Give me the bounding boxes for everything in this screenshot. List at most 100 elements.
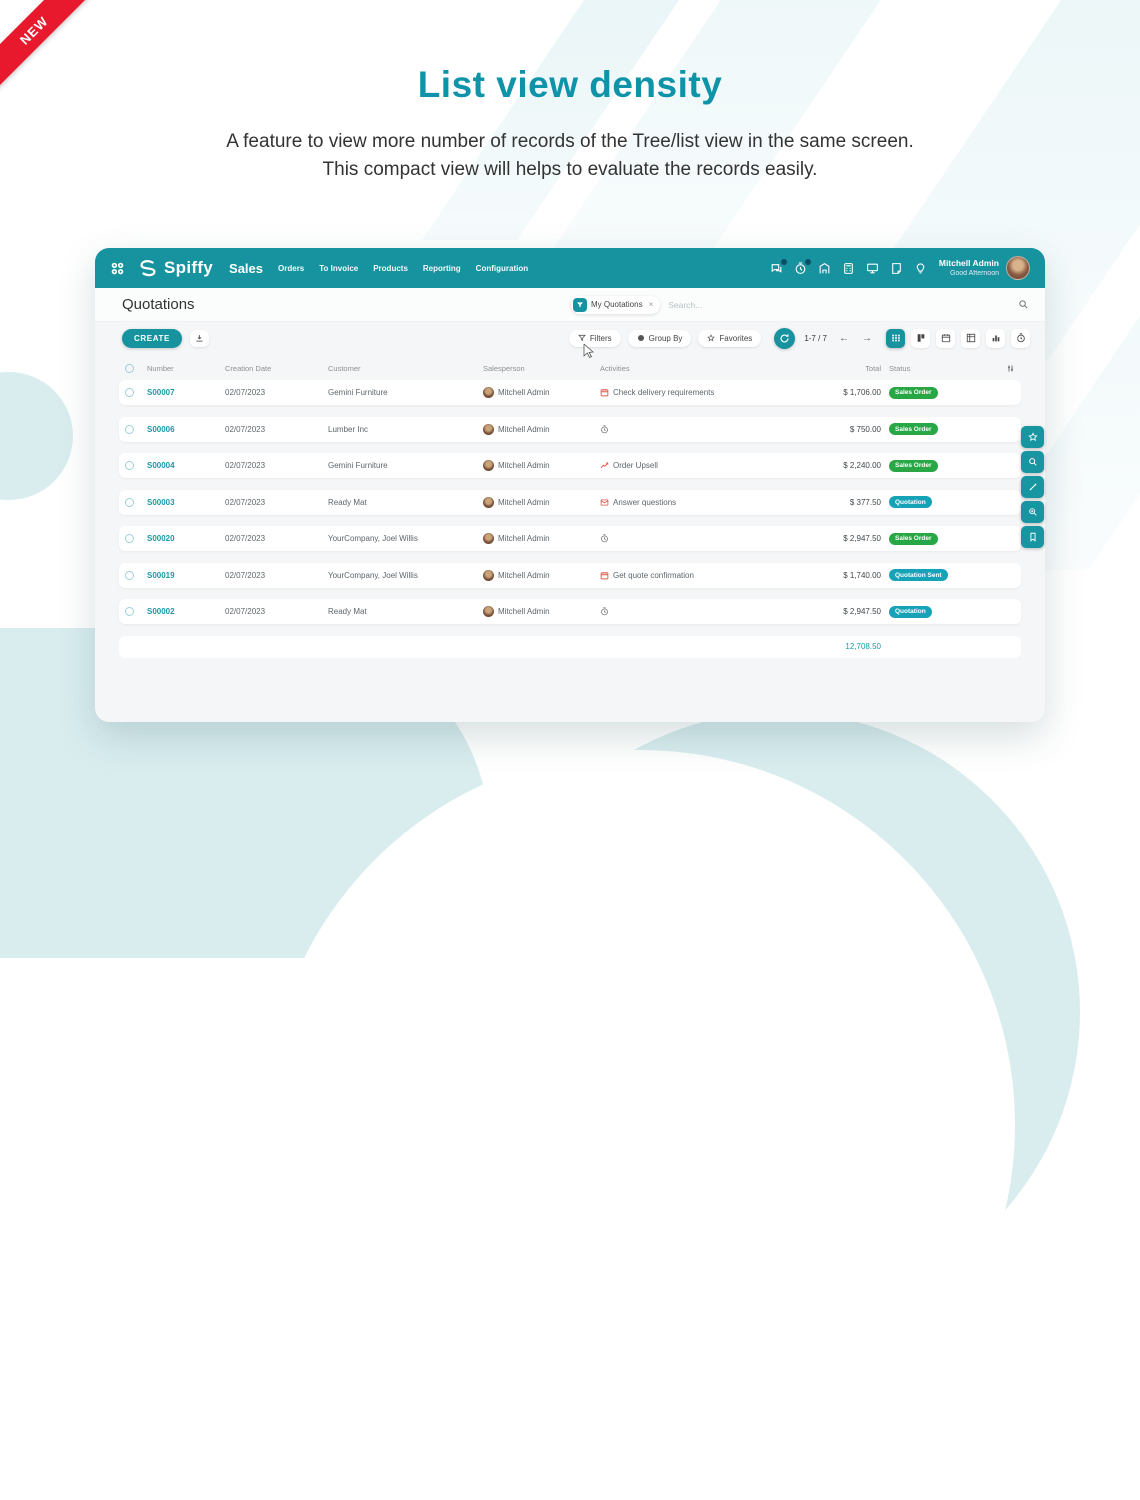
- table-row[interactable]: S00020 02/07/2023 YourCompany, Joel Will…: [119, 526, 1021, 551]
- calendar-activity-icon: [600, 571, 609, 580]
- brand-name: Spiffy: [164, 258, 214, 277]
- row-customer: Ready Mat: [328, 607, 367, 616]
- row-number[interactable]: S00020: [147, 534, 175, 543]
- zoom-in-sidebar-button[interactable]: [1021, 501, 1044, 523]
- apps-grid-icon[interactable]: [110, 261, 125, 276]
- search-facet[interactable]: My Quotations ×: [571, 295, 661, 314]
- refresh-button[interactable]: [774, 327, 796, 349]
- row-salesperson: Mitchell Admin: [483, 460, 600, 471]
- row-activity[interactable]: [600, 607, 789, 616]
- row-number[interactable]: S00004: [147, 461, 175, 470]
- row-checkbox[interactable]: [125, 607, 134, 616]
- bg-blob: [0, 372, 73, 500]
- row-customer: Gemini Furniture: [328, 461, 388, 470]
- module-title[interactable]: Sales: [229, 260, 264, 276]
- kanban-view-button[interactable]: [911, 328, 930, 348]
- row-number[interactable]: S00019: [147, 570, 175, 580]
- pager-prev-button[interactable]: ←: [836, 333, 852, 344]
- row-number[interactable]: S00003: [147, 497, 175, 507]
- table-row[interactable]: S00002 02/07/2023 Ready Mat Mitchell Adm…: [119, 599, 1021, 624]
- row-checkbox[interactable]: [125, 570, 134, 580]
- row-number[interactable]: S00006: [147, 424, 175, 434]
- create-button[interactable]: CREATE: [122, 328, 182, 348]
- user-avatar[interactable]: [1006, 256, 1030, 280]
- row-number[interactable]: S00002: [147, 607, 175, 616]
- app-topbar: Spiffy Sales Orders To Invoice Products …: [95, 248, 1045, 288]
- salesperson-avatar: [483, 460, 494, 471]
- list-view-button[interactable]: [886, 328, 905, 348]
- row-activity[interactable]: Check delivery requirements: [600, 388, 789, 397]
- row-creation-date: 02/07/2023: [225, 424, 266, 434]
- menu-to-invoice[interactable]: To Invoice: [319, 263, 359, 273]
- company-icon[interactable]: [818, 262, 831, 275]
- select-all-checkbox[interactable]: [125, 364, 134, 373]
- activity-view-button[interactable]: [1011, 328, 1030, 348]
- col-total[interactable]: Total: [865, 364, 881, 373]
- optional-columns-icon[interactable]: [989, 364, 1015, 373]
- col-number[interactable]: Number: [147, 364, 174, 373]
- col-activities[interactable]: Activities: [600, 364, 630, 373]
- table-row[interactable]: S00004 02/07/2023 Gemini Furniture Mitch…: [119, 453, 1021, 478]
- display-icon[interactable]: [866, 262, 879, 275]
- bookmark-sidebar-button[interactable]: [1021, 526, 1044, 548]
- row-customer: Lumber Inc: [328, 424, 369, 434]
- lightbulb-icon[interactable]: [914, 262, 927, 275]
- row-checkbox[interactable]: [125, 424, 134, 434]
- row-activity[interactable]: [600, 534, 789, 543]
- pivot-view-button[interactable]: [961, 328, 980, 348]
- pager-next-button[interactable]: →: [859, 333, 875, 344]
- chart-activity-icon: [600, 461, 609, 470]
- export-download-button[interactable]: [189, 329, 209, 347]
- menu-orders[interactable]: Orders: [278, 263, 305, 273]
- row-total: $ 2,947.50: [843, 534, 881, 543]
- filters-button[interactable]: Filters: [568, 329, 621, 347]
- row-creation-date: 02/07/2023: [225, 388, 266, 397]
- calendar-view-button[interactable]: [936, 328, 955, 348]
- col-status[interactable]: Status: [889, 364, 911, 373]
- user-menu[interactable]: Mitchell Admin Good Afternoon: [939, 258, 999, 278]
- activity-clock-icon[interactable]: [794, 258, 811, 275]
- menu-products[interactable]: Products: [373, 263, 408, 273]
- row-activity[interactable]: Answer questions: [600, 498, 789, 507]
- menu-reporting[interactable]: Reporting: [422, 263, 461, 273]
- col-salesperson[interactable]: Salesperson: [483, 364, 525, 373]
- favorites-button[interactable]: Favorites: [698, 329, 762, 347]
- row-salesperson: Mitchell Admin: [483, 533, 600, 544]
- col-customer[interactable]: Customer: [328, 364, 361, 373]
- brand[interactable]: Spiffy: [137, 257, 213, 279]
- row-checkbox[interactable]: [125, 534, 134, 543]
- col-creation-date[interactable]: Creation Date: [225, 364, 272, 373]
- star-sidebar-button[interactable]: [1021, 426, 1044, 448]
- calculator-icon[interactable]: [842, 262, 855, 275]
- row-checkbox[interactable]: [125, 388, 134, 397]
- page-heading: List view density: [417, 64, 723, 105]
- menu-configuration[interactable]: Configuration: [475, 263, 529, 273]
- search-sidebar-button[interactable]: [1021, 451, 1044, 473]
- search-input[interactable]: [660, 299, 1018, 310]
- quotations-table: Number Creation Date Customer Salesperso…: [95, 354, 1045, 658]
- row-status: Quotation: [889, 605, 989, 618]
- search-icon[interactable]: [1018, 299, 1029, 310]
- table-row[interactable]: S00019 02/07/2023 YourCompany, Joel Will…: [119, 562, 1021, 588]
- expand-arrow-sidebar-button[interactable]: [1021, 476, 1044, 498]
- row-checkbox[interactable]: [125, 497, 134, 507]
- topbar-right: Mitchell Admin Good Afternoon: [759, 256, 1030, 280]
- status-badge: Quotation Sent: [889, 569, 948, 581]
- notes-icon[interactable]: [890, 262, 903, 275]
- table-row[interactable]: S00006 02/07/2023 Lumber Inc Mitchell Ad…: [119, 416, 1021, 442]
- table-row[interactable]: S00007 02/07/2023 Gemini Furniture Mitch…: [119, 380, 1021, 405]
- row-checkbox[interactable]: [125, 461, 134, 470]
- groupby-button[interactable]: Group By: [627, 329, 692, 347]
- page-title: Quotations: [122, 296, 195, 313]
- row-creation-date: 02/07/2023: [225, 497, 266, 507]
- row-number[interactable]: S00007: [147, 388, 175, 397]
- graph-view-button[interactable]: [986, 328, 1005, 348]
- row-activity[interactable]: Order Upsell: [600, 461, 789, 470]
- row-activity[interactable]: [600, 424, 789, 434]
- facet-remove-icon[interactable]: ×: [648, 300, 654, 309]
- footer-total: 12,708.50: [845, 642, 881, 651]
- messages-icon[interactable]: [770, 258, 787, 275]
- table-row[interactable]: S00003 02/07/2023 Ready Mat Mitchell Adm…: [119, 489, 1021, 515]
- row-activity[interactable]: Get quote confirmation: [600, 571, 789, 580]
- row-total: $ 1,706.00: [843, 388, 881, 397]
